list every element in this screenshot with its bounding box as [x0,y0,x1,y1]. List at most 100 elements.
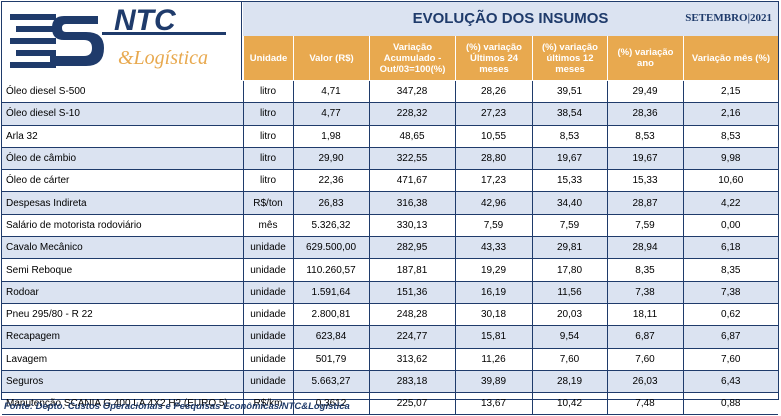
var-24m-cell: 19,29 [454,258,532,282]
var-12m-cell: 7,60 [531,348,607,371]
col-header-12-months: (%) variação últimos 12 meses [532,36,607,80]
var-month-cell: 8,35 [682,258,778,282]
table-row: Pneu 295/80 - R 22 unidade 2.800,81 248,28 3… [2,303,778,327]
item-name: Seguros [2,370,243,394]
accumulated-cell: 248,28 [368,303,455,327]
var-24m-cell: 13,67 [454,392,532,416]
value-cell: 1.591,64 [292,281,369,304]
var-year-cell: 15,33 [606,169,683,193]
col-header-month: Variação mês (%) [683,36,778,80]
ntc-logo-graphic: NTC &Logística [10,4,226,69]
unit-cell: litro [242,102,293,126]
unit-cell: unidade [242,236,293,260]
var-12m-cell: 15,33 [531,169,607,193]
accumulated-cell: 225,07 [368,392,455,416]
var-24m-cell: 7,59 [454,214,532,238]
var-12m-cell: 11,56 [531,281,607,304]
unit-cell: unidade [242,281,293,304]
value-cell: 0,3612 [292,392,369,416]
item-name: Manutenção SCANIA G 400 LA 4X2 H2 (EURO … [2,392,243,416]
var-24m-cell: 28,26 [454,81,532,104]
table-row: Cavalo Mecânico unidade 629.500,00 282,95 43… [2,236,778,260]
table-row: Rodoar unidade 1.591,64 151,36 16,19 11,56 7,3… [2,281,778,304]
value-cell: 5.326,32 [292,214,369,238]
var-year-cell: 18,11 [606,303,683,327]
accumulated-cell: 347,28 [368,81,455,104]
var-month-cell: 0,62 [682,303,778,327]
var-month-cell: 10,60 [682,169,778,193]
item-name: Recapagem [2,325,243,349]
var-month-cell: 0,00 [682,214,778,238]
var-year-cell: 8,35 [606,258,683,282]
var-12m-cell: 34,40 [531,191,607,215]
item-name: Óleo de câmbio [2,147,243,171]
item-name: Cavalo Mecânico [2,236,243,260]
table-row: Despesas Indireta R$/ton 26,83 316,38 42,96 3… [2,191,778,215]
var-12m-cell: 20,03 [531,303,607,327]
value-cell: 623,84 [292,325,369,349]
item-name: Óleo de cárter [2,169,243,193]
var-24m-cell: 39,89 [454,370,532,394]
var-month-cell: 2,16 [682,102,778,126]
var-month-cell: 9,98 [682,147,778,171]
value-cell: 110.260,57 [292,258,369,282]
var-month-cell: 2,15 [682,81,778,104]
col-header-unit: Unidade [243,36,293,80]
table-row: Recapagem unidade 623,84 224,77 15,81 9,54 6,8… [2,325,778,349]
table-row: Óleo diesel S-500 litro 4,71 347,28 28,26 39,… [2,81,778,104]
accumulated-cell: 471,67 [368,169,455,193]
ntc-logo: NTC &Logística [2,2,242,80]
source-note: Fonte: Depto. Custos Operacionais e Pesq… [4,401,350,412]
var-24m-cell: 43,33 [454,236,532,260]
table-row: Seguros unidade 5.663,27 283,18 39,89 28,19 26… [2,370,778,394]
var-12m-cell: 7,59 [531,214,607,238]
col-header-accumulated: Variação Acumulado - Out/03=100(%) [369,36,455,80]
item-name: Pneu 295/80 - R 22 [2,303,243,327]
accumulated-cell: 330,13 [368,214,455,238]
accumulated-cell: 283,18 [368,370,455,394]
value-cell: 501,79 [292,348,369,371]
var-year-cell: 28,36 [606,102,683,126]
accumulated-cell: 224,77 [368,325,455,349]
var-12m-cell: 28,19 [531,370,607,394]
var-year-cell: 6,87 [606,325,683,349]
col-header-value: Valor (R$) [293,36,369,80]
var-month-cell: 6,18 [682,236,778,260]
svg-text:&Logística: &Logística [118,47,208,69]
var-month-cell: 6,43 [682,370,778,394]
value-cell: 2.800,81 [292,303,369,327]
var-24m-cell: 11,26 [454,348,532,371]
unit-cell: unidade [242,348,293,371]
accumulated-cell: 187,81 [368,258,455,282]
var-month-cell: 6,87 [682,325,778,349]
accumulated-cell: 282,95 [368,236,455,260]
accumulated-cell: 316,38 [368,191,455,215]
var-24m-cell: 10,55 [454,125,532,148]
var-month-cell: 4,22 [682,191,778,215]
unit-cell: mês [242,214,293,238]
var-24m-cell: 15,81 [454,325,532,349]
var-year-cell: 28,94 [606,236,683,260]
var-12m-cell: 8,53 [531,125,607,148]
value-cell: 1,98 [292,125,369,148]
value-cell: 26,83 [292,191,369,215]
unit-cell: unidade [242,303,293,327]
item-name: Despesas Indireta [2,191,243,215]
var-year-cell: 28,87 [606,191,683,215]
table-row: Arla 32 litro 1,98 48,65 10,55 8,53 8,53 8,53 [2,125,778,148]
var-month-cell: 7,38 [682,281,778,304]
var-year-cell: 29,49 [606,81,683,104]
table-row: Lavagem unidade 501,79 313,62 11,26 7,60 7,60 7… [2,348,778,371]
var-year-cell: 26,03 [606,370,683,394]
var-24m-cell: 42,96 [454,191,532,215]
var-12m-cell: 39,51 [531,81,607,104]
var-year-cell: 7,60 [606,348,683,371]
var-year-cell: 19,67 [606,147,683,171]
var-month-cell: 7,60 [682,348,778,371]
table-row: Semi Reboque unidade 110.260,57 187,81 19,29… [2,258,778,282]
var-month-cell: 8,53 [682,125,778,148]
value-cell: 4,77 [292,102,369,126]
var-12m-cell: 9,54 [531,325,607,349]
col-header-24-months: (%) variação Últimos 24 meses [455,36,532,80]
report-title: EVOLUÇÃO DOS INSUMOS [412,10,609,27]
